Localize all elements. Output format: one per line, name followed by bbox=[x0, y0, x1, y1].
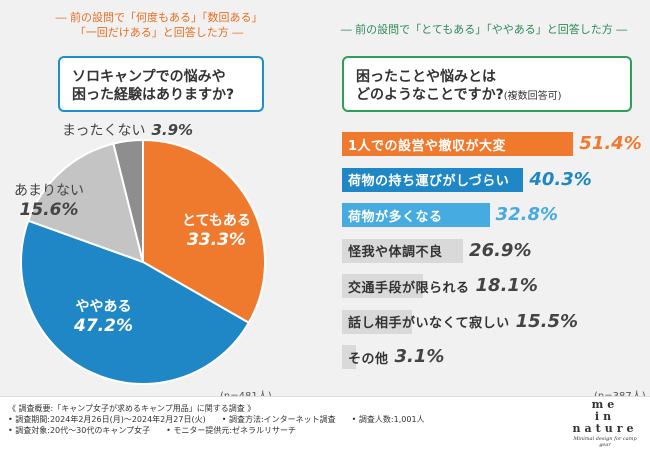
logo-word-3: nature bbox=[572, 422, 638, 435]
brand-logo: me in nature Minimal design for camp gea… bbox=[568, 399, 642, 449]
pie-slice-totemoaru-category: とてもある bbox=[182, 213, 251, 229]
pie-slice-yayaaru-label: ややある 47.2% bbox=[74, 296, 133, 336]
bar-value: 3.1% bbox=[394, 346, 445, 367]
pie-slice-totemoaru-value: 33.3% bbox=[186, 230, 246, 250]
bar: 荷物の持ち運びがしづらい bbox=[342, 167, 524, 192]
survey-title: 《 調査概要:「キャンプ女子が求めるキャンプ用品」に関する調査 》 bbox=[8, 404, 256, 413]
bar-label: 話し相手がいなくて寂しい bbox=[348, 316, 510, 331]
bar-row: 話し相手がいなくて寂しい 15.5% bbox=[342, 309, 642, 334]
survey-period: • 調査期間:2024年2月26日(月)〜2024年2月27日(火) bbox=[8, 415, 206, 424]
left-panel: ― 前の設問で「何度もある」「数回ある」 「一回だけある」と回答した方 ― ソロ… bbox=[0, 0, 318, 402]
bar: 怪我や体調不良 bbox=[342, 238, 464, 263]
right-question-box: 困ったことや悩みとは どのようなことですか?(複数回答可) bbox=[342, 56, 632, 112]
pie-slice-amarinai bbox=[26, 142, 145, 264]
bar-label: 1人での設営や撤収が大変 bbox=[348, 138, 507, 154]
bar-value: 32.8% bbox=[495, 204, 559, 225]
left-question-box: ソロキャンプでの悩みや 困った経験はありますか? bbox=[58, 56, 264, 112]
logo-word-1: me bbox=[591, 398, 619, 411]
bar-label: 交通手段が限られる bbox=[348, 280, 470, 296]
left-section-heading: ― 前の設問で「何度もある」「数回ある」 「一回だけある」と回答した方 ― bbox=[18, 10, 300, 40]
survey-count: • 調査人数:1,001人 bbox=[351, 415, 425, 424]
footer: 《 調査概要:「キャンプ女子が求めるキャンプ用品」に関する調査 》 • 調査期間… bbox=[0, 396, 650, 450]
pie-slice-amarinai-value: 15.6% bbox=[19, 200, 79, 220]
pie-slice-amarinai-label: あまりない 15.6% bbox=[14, 180, 84, 220]
bar-value: 40.3% bbox=[529, 168, 592, 190]
pie-slice-totemoaru bbox=[142, 138, 266, 325]
pie-chart: とてもある 33.3% ややある 47.2% あまりない 15.6% まったくない 3.9% bbox=[0, 118, 318, 388]
survey-overview: 《 調査概要:「キャンプ女子が求めるキャンプ用品」に関する調査 》 • 調査期間… bbox=[8, 403, 441, 436]
right-question-suffix: (複数回答可) bbox=[503, 91, 562, 102]
bar-label: その他 bbox=[348, 351, 389, 367]
pie-slice-mattakunai-label: まったくない 3.9% bbox=[62, 120, 193, 140]
bar-row: その他 3.1% bbox=[342, 345, 642, 369]
bar: 1人での設営や撤収が大変 bbox=[342, 132, 574, 156]
left-heading-line1: ― 前の設問で「何度もある」「数回ある」 bbox=[55, 11, 263, 24]
bar: 話し相手がいなくて寂しい bbox=[342, 309, 509, 334]
bar-label: 荷物の持ち運びがしづらい bbox=[348, 174, 510, 189]
bar-row: 交通手段が限られる 18.1% bbox=[342, 274, 642, 298]
pie-slice-amarinai-category: あまりない bbox=[14, 183, 84, 199]
bar-row: 1人での設営や撤収が大変 51.4% bbox=[342, 132, 642, 156]
right-question-line2: どのようなことですか?(複数回答可) bbox=[356, 86, 618, 106]
pie-slice-yayaaru-category: ややある bbox=[75, 299, 132, 315]
survey-row-1: • 調査期間:2024年2月26日(月)〜2024年2月27日(火) • 調査方法… bbox=[8, 414, 441, 425]
pie-slice-totemoaru-label: とてもある 33.3% bbox=[182, 210, 251, 250]
pie-slice-mattakunai bbox=[112, 138, 144, 263]
bar: その他 bbox=[342, 345, 388, 369]
survey-target: • 調査対象:20代〜30代のキャンプ女子 bbox=[8, 426, 151, 435]
pie-slice-yayaaru bbox=[20, 219, 251, 385]
survey-row-2: • 調査対象:20代〜30代のキャンプ女子 • モニター提供元:ゼネラルリサーチ bbox=[8, 425, 441, 436]
bar-value: 51.4% bbox=[579, 133, 642, 154]
survey-method: • 調査方法:インターネット調査 bbox=[221, 415, 336, 424]
bar-row: 荷物の持ち運びがしづらい 40.3% bbox=[342, 167, 642, 192]
pie-slice-mattakunai-value: 3.9% bbox=[151, 121, 194, 139]
pie-slice-yayaaru-value: 47.2% bbox=[74, 316, 133, 336]
survey-provider: • モニター提供元:ゼネラルリサーチ bbox=[166, 426, 297, 435]
right-panel: ― 前の設問で「とてもある」「ややある」と回答した方 ― 困ったことや悩みとは … bbox=[318, 0, 650, 402]
bar-row: 怪我や体調不良 26.9% bbox=[342, 238, 642, 263]
bar-row: 荷物が多くなる 32.8% bbox=[342, 203, 642, 227]
bar-value: 18.1% bbox=[475, 275, 538, 296]
left-question-line1: ソロキャンプでの悩みや bbox=[72, 69, 226, 85]
logo-tagline: Minimal design for camp gear bbox=[573, 436, 637, 448]
right-section-heading: ― 前の設問で「とてもある」「ややある」と回答した方 ― bbox=[340, 23, 628, 36]
bar: 交通手段が限られる bbox=[342, 274, 469, 298]
bar: 荷物が多くなる bbox=[342, 203, 490, 227]
right-question-line2-main: どのようなことですか? bbox=[356, 87, 504, 103]
pie-chart-svg bbox=[20, 138, 266, 385]
bar-label: 荷物が多くなる bbox=[348, 209, 443, 225]
pie-slice-mattakunai-category: まったくない bbox=[62, 123, 146, 139]
right-question-line1: 困ったことや悩みとは bbox=[356, 69, 496, 85]
bar-value: 15.5% bbox=[515, 310, 579, 332]
bar-label: 怪我や体調不良 bbox=[348, 245, 443, 260]
logo-word-2: in bbox=[594, 410, 616, 423]
left-question-line2: 困った経験はありますか? bbox=[72, 87, 235, 103]
bar-value: 26.9% bbox=[469, 239, 532, 261]
left-heading-line2: 「一回だけある」と回答した方 ― bbox=[74, 26, 244, 39]
